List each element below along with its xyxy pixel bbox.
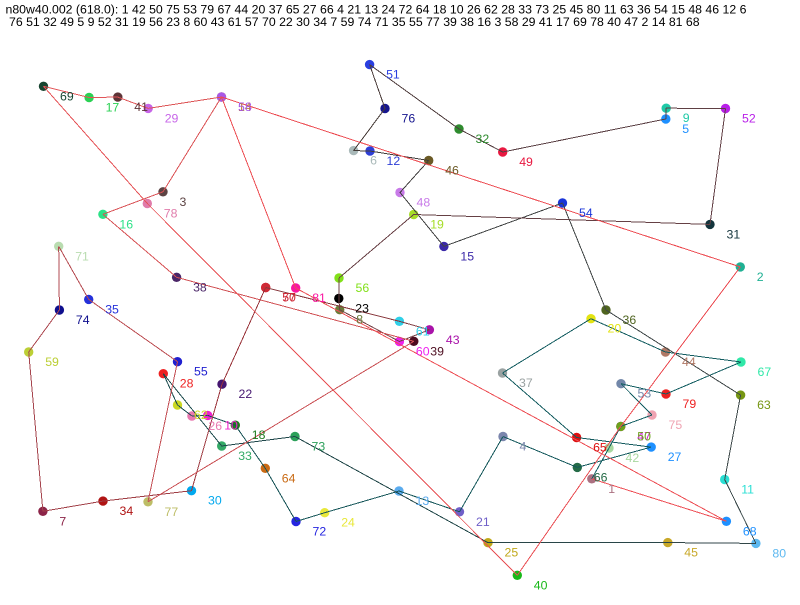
svg-text:55: 55 xyxy=(194,365,208,379)
svg-text:72: 72 xyxy=(313,525,327,539)
svg-text:51: 51 xyxy=(386,68,400,82)
svg-text:18: 18 xyxy=(252,428,266,442)
svg-text:25: 25 xyxy=(505,546,519,560)
svg-text:75: 75 xyxy=(669,418,683,432)
svg-text:27: 27 xyxy=(668,450,682,464)
svg-text:62: 62 xyxy=(194,408,208,422)
svg-text:41: 41 xyxy=(134,100,148,114)
svg-text:17: 17 xyxy=(106,101,120,115)
svg-text:44: 44 xyxy=(682,355,696,369)
svg-text:29: 29 xyxy=(165,111,179,125)
svg-text:69: 69 xyxy=(60,89,74,103)
svg-text:81: 81 xyxy=(312,291,326,305)
svg-text:71: 71 xyxy=(75,249,89,263)
svg-text:50: 50 xyxy=(637,429,651,443)
svg-text:21: 21 xyxy=(476,515,490,529)
svg-text:63: 63 xyxy=(757,398,771,412)
svg-text:45: 45 xyxy=(684,546,698,560)
svg-text:59: 59 xyxy=(45,355,59,369)
svg-text:43: 43 xyxy=(446,333,460,347)
svg-text:36: 36 xyxy=(623,313,637,327)
svg-text:20: 20 xyxy=(608,322,622,336)
svg-text:40: 40 xyxy=(534,578,548,592)
svg-text:61: 61 xyxy=(416,324,430,338)
svg-text:49: 49 xyxy=(519,155,533,169)
svg-text:56: 56 xyxy=(356,281,370,295)
svg-text:15: 15 xyxy=(460,249,474,263)
svg-text:39: 39 xyxy=(430,344,444,358)
svg-text:28: 28 xyxy=(180,377,194,391)
svg-text:2: 2 xyxy=(757,270,764,284)
svg-text:35: 35 xyxy=(105,302,119,316)
svg-text:7: 7 xyxy=(59,514,66,528)
svg-text:10: 10 xyxy=(224,418,238,432)
svg-text:3: 3 xyxy=(180,195,187,209)
svg-text:22: 22 xyxy=(239,387,253,401)
svg-text:38: 38 xyxy=(193,280,207,294)
svg-text:66: 66 xyxy=(594,470,608,484)
svg-text:65: 65 xyxy=(593,441,607,455)
svg-text:53: 53 xyxy=(638,387,652,401)
svg-text:23: 23 xyxy=(355,301,369,315)
svg-text:78: 78 xyxy=(164,207,178,221)
svg-text:64: 64 xyxy=(282,471,296,485)
svg-text:60: 60 xyxy=(416,345,430,359)
svg-text:58: 58 xyxy=(238,100,252,114)
svg-text:46: 46 xyxy=(445,164,459,178)
svg-text:4: 4 xyxy=(520,440,527,454)
svg-text:76 51 32 49 5 9 52 31 19 56 23: 76 51 32 49 5 9 52 31 19 56 23 8 60 43 6… xyxy=(9,15,700,29)
svg-text:12: 12 xyxy=(387,154,401,168)
svg-text:76: 76 xyxy=(402,112,416,126)
svg-text:74: 74 xyxy=(76,313,90,327)
svg-text:9: 9 xyxy=(683,111,690,125)
svg-text:24: 24 xyxy=(341,516,355,530)
svg-text:54: 54 xyxy=(579,206,593,220)
svg-text:1: 1 xyxy=(608,482,615,496)
svg-text:33: 33 xyxy=(238,449,252,463)
svg-text:70: 70 xyxy=(282,291,296,305)
svg-text:34: 34 xyxy=(120,504,134,518)
svg-text:48: 48 xyxy=(417,196,431,210)
svg-text:73: 73 xyxy=(312,440,326,454)
svg-text:80: 80 xyxy=(772,546,786,560)
svg-text:37: 37 xyxy=(519,376,533,390)
svg-text:19: 19 xyxy=(430,218,444,232)
svg-text:11: 11 xyxy=(741,483,754,497)
svg-text:52: 52 xyxy=(742,112,756,126)
svg-text:77: 77 xyxy=(165,505,179,519)
svg-text:13: 13 xyxy=(416,494,430,508)
svg-text:16: 16 xyxy=(119,217,133,231)
svg-text:31: 31 xyxy=(727,227,741,241)
svg-text:67: 67 xyxy=(758,365,772,379)
svg-text:68: 68 xyxy=(743,524,757,538)
svg-text:30: 30 xyxy=(208,494,222,508)
svg-text:42: 42 xyxy=(626,451,640,465)
svg-text:26: 26 xyxy=(208,419,222,433)
svg-text:32: 32 xyxy=(476,132,490,146)
svg-text:79: 79 xyxy=(683,397,697,411)
svg-text:6: 6 xyxy=(370,154,377,168)
